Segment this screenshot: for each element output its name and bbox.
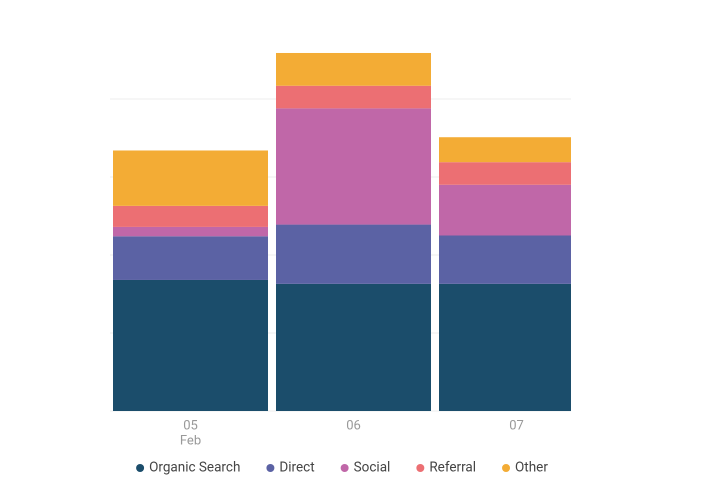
- bar-segment: [439, 235, 571, 284]
- legend-label: Social: [354, 460, 391, 476]
- legend: Organic Search Direct Social Referral Other: [136, 460, 548, 476]
- x-tick-label: 05: [183, 418, 198, 433]
- bar-segment: [439, 184, 571, 236]
- x-tick-label: 06: [346, 418, 361, 433]
- bar-segment: [439, 162, 571, 185]
- bar-segment: [439, 137, 571, 163]
- x-tick-label: 07: [509, 418, 524, 433]
- legend-swatch: [340, 464, 349, 472]
- legend-swatch: [136, 464, 145, 472]
- bar-segment: [276, 108, 431, 225]
- legend-label: Other: [515, 460, 548, 476]
- bar-segment: [439, 283, 571, 411]
- legend-label: Organic Search: [149, 460, 240, 476]
- legend-item: Social: [340, 460, 391, 476]
- legend-swatch: [266, 464, 275, 472]
- bar-segment: [276, 85, 431, 109]
- legend-item: Organic Search: [136, 460, 240, 476]
- x-tick-sublabel: Feb: [180, 433, 201, 448]
- legend-item: Direct: [266, 460, 315, 476]
- bars: [113, 52, 571, 411]
- bar-segment: [113, 279, 268, 411]
- bar-segment: [276, 224, 431, 284]
- bar-segment: [113, 150, 268, 206]
- bar-segment: [113, 205, 268, 227]
- legend-item: Other: [502, 460, 548, 476]
- bar-segment: [113, 236, 268, 280]
- bar-segment: [113, 226, 268, 237]
- legend-item: Referral: [416, 460, 476, 476]
- legend-swatch: [502, 464, 511, 472]
- bar-segment: [276, 52, 431, 86]
- legend-label: Referral: [429, 460, 476, 476]
- bar-segment: [276, 283, 431, 411]
- legend-label: Direct: [279, 460, 314, 476]
- legend-swatch: [416, 464, 425, 472]
